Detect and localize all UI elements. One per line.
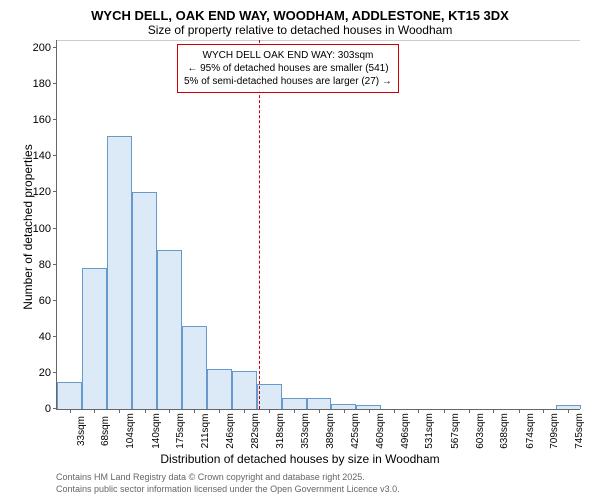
x-tick-label: 496sqm bbox=[394, 413, 411, 449]
y-tick-label: 160 bbox=[33, 114, 57, 126]
x-tick-label: 353sqm bbox=[294, 413, 311, 449]
histogram-bar bbox=[182, 326, 207, 409]
x-tick bbox=[94, 409, 95, 413]
histogram-bar bbox=[82, 268, 107, 409]
y-tick-label: 140 bbox=[33, 150, 57, 162]
annotation-line2: ← 95% of detached houses are smaller (54… bbox=[184, 62, 392, 75]
y-tick-label: 120 bbox=[33, 186, 57, 198]
x-tick-label: 638sqm bbox=[493, 413, 510, 449]
x-tick-label: 603sqm bbox=[469, 413, 486, 449]
histogram-bar bbox=[232, 371, 257, 409]
x-tick bbox=[70, 409, 71, 413]
y-tick-label: 100 bbox=[33, 223, 57, 235]
x-tick-label: 211sqm bbox=[194, 414, 211, 449]
x-axis-title: Distribution of detached houses by size … bbox=[0, 452, 600, 466]
footer-line2: Contains public sector information licen… bbox=[56, 484, 400, 496]
plot-area: 02040608010012014016018020033sqm68sqm104… bbox=[56, 40, 580, 410]
x-tick-label: 318sqm bbox=[269, 413, 286, 449]
y-tick-label: 80 bbox=[39, 259, 57, 271]
chart-title-line2: Size of property relative to detached ho… bbox=[0, 23, 600, 37]
histogram-bar bbox=[132, 192, 157, 409]
y-tick-label: 200 bbox=[33, 42, 57, 54]
annotation-box: WYCH DELL OAK END WAY: 303sqm← 95% of de… bbox=[177, 44, 399, 93]
x-tick-label: 674sqm bbox=[519, 413, 536, 449]
histogram-bar bbox=[207, 369, 232, 409]
gridline bbox=[57, 40, 580, 41]
x-tick-label: 567sqm bbox=[444, 413, 461, 449]
x-tick-label: 709sqm bbox=[543, 413, 560, 449]
x-tick-label: 282sqm bbox=[244, 413, 261, 449]
x-tick-label: 389sqm bbox=[319, 413, 336, 449]
x-tick-label: 531sqm bbox=[418, 413, 435, 449]
histogram-bar bbox=[331, 404, 356, 409]
y-tick-label: 20 bbox=[39, 367, 57, 379]
x-tick-label: 68sqm bbox=[94, 416, 111, 446]
histogram-bar bbox=[282, 398, 307, 409]
footer-attribution: Contains HM Land Registry data © Crown c… bbox=[56, 472, 400, 495]
chart-title-line1: WYCH DELL, OAK END WAY, WOODHAM, ADDLEST… bbox=[0, 8, 600, 23]
y-tick-label: 60 bbox=[39, 295, 57, 307]
histogram-bar bbox=[356, 405, 381, 409]
footer-line1: Contains HM Land Registry data © Crown c… bbox=[56, 472, 400, 484]
x-tick-label: 33sqm bbox=[70, 416, 87, 446]
histogram-bar bbox=[157, 250, 182, 409]
histogram-bar bbox=[307, 398, 332, 409]
histogram-bar bbox=[257, 384, 282, 409]
reference-line bbox=[259, 40, 260, 409]
x-tick-label: 140sqm bbox=[145, 413, 162, 449]
title-block: WYCH DELL, OAK END WAY, WOODHAM, ADDLEST… bbox=[0, 0, 600, 37]
x-tick-label: 425sqm bbox=[344, 413, 361, 449]
histogram-bar bbox=[107, 136, 132, 409]
chart-container: WYCH DELL, OAK END WAY, WOODHAM, ADDLEST… bbox=[0, 0, 600, 500]
x-tick bbox=[194, 409, 195, 413]
x-tick-label: 745sqm bbox=[568, 413, 585, 449]
y-tick-label: 0 bbox=[45, 403, 57, 415]
y-tick-label: 180 bbox=[33, 78, 57, 90]
annotation-line1: WYCH DELL OAK END WAY: 303sqm bbox=[184, 49, 392, 62]
x-tick-label: 175sqm bbox=[169, 413, 186, 449]
x-tick-label: 460sqm bbox=[369, 413, 386, 449]
x-tick-label: 104sqm bbox=[119, 413, 136, 449]
annotation-line3: 5% of semi-detached houses are larger (2… bbox=[184, 75, 392, 88]
x-tick-label: 246sqm bbox=[219, 413, 236, 449]
histogram-bar bbox=[556, 405, 581, 409]
histogram-bar bbox=[57, 382, 82, 409]
y-tick-label: 40 bbox=[39, 331, 57, 343]
